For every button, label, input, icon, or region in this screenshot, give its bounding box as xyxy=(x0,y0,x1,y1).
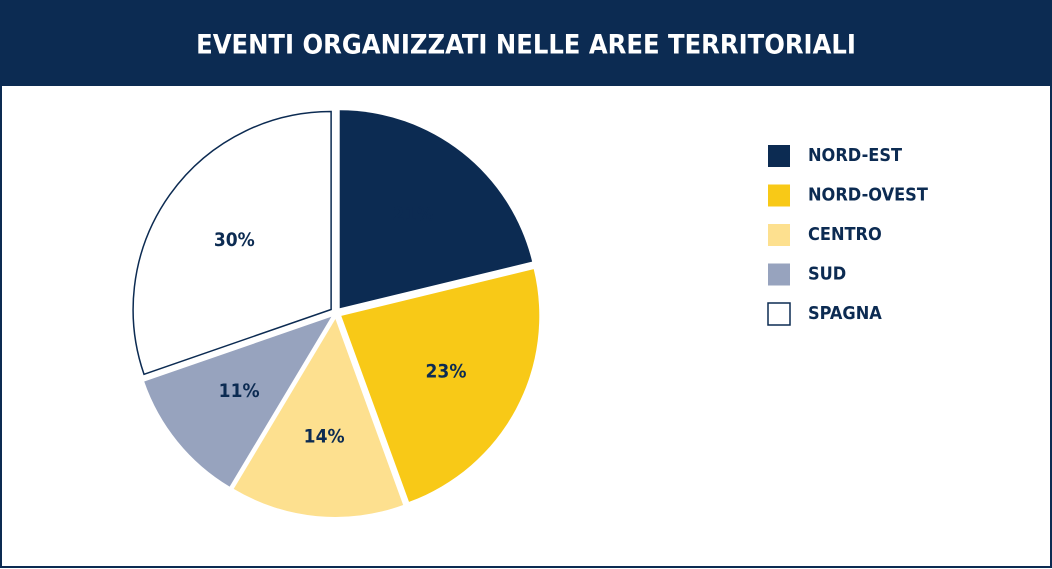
legend-swatch xyxy=(768,263,790,286)
pie-slice xyxy=(132,110,332,376)
legend-label: NORD-OVEST xyxy=(808,185,928,206)
legend-swatch xyxy=(768,224,790,246)
pie-slice xyxy=(144,316,332,487)
data-label: 11% xyxy=(219,380,260,402)
pie-slice xyxy=(233,318,404,517)
data-label: 30% xyxy=(214,229,255,251)
pie-slice xyxy=(339,110,533,309)
chart-title: EVENTI ORGANIZZATI NELLE AREE TERRITORIA… xyxy=(196,30,856,61)
header xyxy=(0,0,1052,86)
legend-label: SPAGNA xyxy=(808,303,882,324)
legend-label: SUD xyxy=(808,264,846,285)
legend-swatch xyxy=(768,184,790,207)
legend-label: NORD-EST xyxy=(808,145,902,166)
data-label: 23% xyxy=(426,360,467,382)
pie-slice xyxy=(341,269,540,502)
data-label: 14% xyxy=(304,426,345,448)
legend-swatch xyxy=(767,302,791,326)
data-label: 21% xyxy=(393,203,434,225)
legend-swatch xyxy=(768,145,790,167)
legend-label: CENTRO xyxy=(808,224,882,245)
